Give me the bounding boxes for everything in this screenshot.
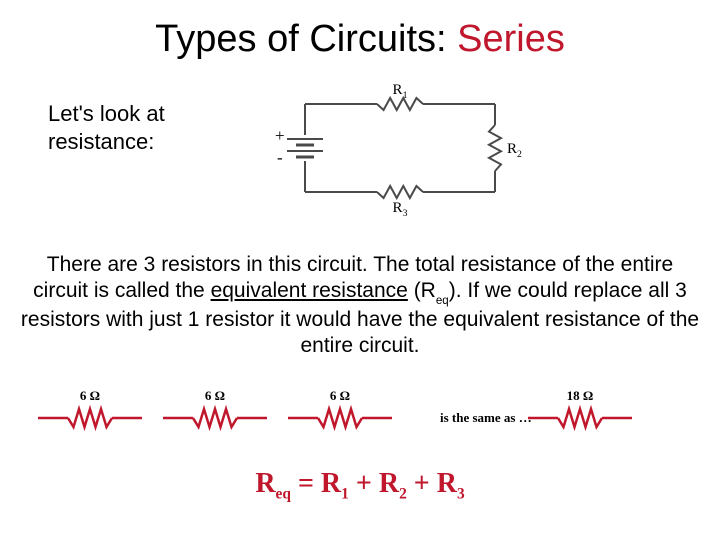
- formula: Req = R1 + R2 + R3: [0, 468, 720, 504]
- title-plain: Types of Circuits:: [155, 18, 457, 60]
- formula-eq: eq: [276, 486, 291, 503]
- svg-text:R2: R2: [507, 141, 522, 160]
- svg-text:6 Ω: 6 Ω: [205, 388, 225, 403]
- formula-R1: R: [321, 468, 341, 499]
- svg-text:R3: R3: [393, 200, 408, 217]
- title-accent: Series: [457, 18, 565, 60]
- svg-text:is the same as …: is the same as …: [440, 410, 532, 425]
- series-circuit-diagram: R1 R2 R3 + -: [270, 82, 530, 217]
- formula-plus2: +: [407, 468, 437, 499]
- lead-line2: resistance:: [48, 129, 154, 154]
- formula-s1: 1: [341, 486, 349, 503]
- formula-R2: R: [379, 468, 399, 499]
- body-paren-sub: eq: [436, 295, 449, 307]
- body-paren-pre: (R: [408, 279, 436, 302]
- body-underlined: equivalent resistance: [211, 279, 408, 302]
- body-paragraph: There are 3 resistors in this circuit. T…: [20, 252, 700, 359]
- formula-s3: 3: [457, 486, 465, 503]
- svg-text:18 Ω: 18 Ω: [567, 388, 594, 403]
- formula-plus1: +: [349, 468, 379, 499]
- formula-R0: R: [255, 468, 275, 499]
- formula-s2: 2: [399, 486, 407, 503]
- svg-text:R1: R1: [393, 82, 408, 101]
- lead-line1: Let's look at: [48, 101, 165, 126]
- svg-text:6 Ω: 6 Ω: [80, 388, 100, 403]
- formula-R3: R: [437, 468, 457, 499]
- svg-text:-: -: [277, 148, 283, 167]
- svg-text:6 Ω: 6 Ω: [330, 388, 350, 403]
- svg-text:+: +: [275, 126, 285, 145]
- equivalent-resistance-row: 6 Ω 6 Ω 6 Ω is the same as … 18 Ω: [20, 380, 700, 440]
- formula-equals: =: [291, 468, 321, 499]
- page-title: Types of Circuits: Series: [0, 18, 720, 61]
- lead-text: Let's look at resistance:: [48, 100, 165, 155]
